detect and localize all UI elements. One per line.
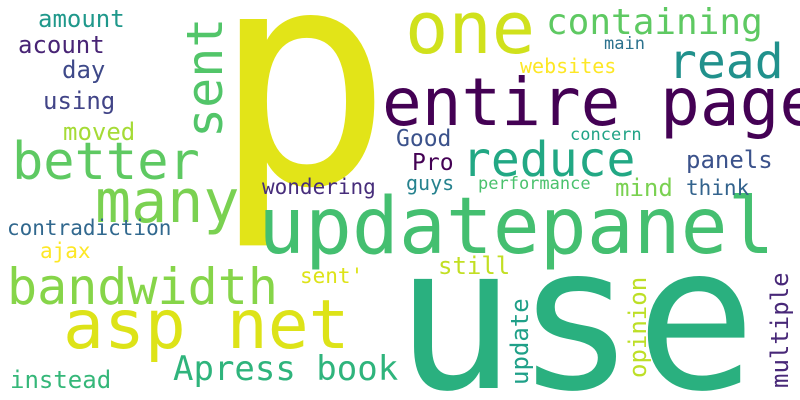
word-multiple: multiple [766,272,794,388]
word-wondering: wondering [262,175,376,199]
word-reduce: reduce [462,132,636,188]
word-containing: containing [546,2,763,43]
word-opinion: opinion [624,276,652,378]
word-think: think [686,176,750,200]
word-main: main [604,34,645,54]
word-performance: performance [478,174,591,194]
word-apress-book: Apress book [173,349,399,389]
word-one: one [405,0,536,70]
word-day: day [62,56,106,84]
word-contradiction: contradiction [7,216,172,240]
word-panels: panels [686,146,773,174]
word-mind: mind [615,174,673,202]
word-p: p [212,0,393,254]
word-update: update [506,298,534,385]
word-bandwidth: bandwidth [7,258,278,316]
word-still: still [438,252,511,280]
word-updatepanel: updatepanel [258,182,775,272]
word-many: many [95,167,240,237]
word-pro: Pro [412,150,454,176]
word-using: using [43,87,116,115]
word-good: Good [396,126,452,152]
word-acount: acount [18,31,105,59]
word-instead: instead [10,366,112,394]
word-better: better [12,132,200,192]
word-moved: moved [63,118,136,146]
word-entire-page: entire page [382,64,800,141]
word-sent: sent [176,17,234,138]
word-read: read [668,34,784,90]
word-amount: amount [38,5,125,33]
word-concern: concern [570,125,642,145]
word-ajax: ajax [40,239,91,263]
word-websites: websites [520,54,617,78]
word-use: use [395,203,757,400]
word-guys: guys [406,171,455,195]
word-sent-quote: sent' [300,264,364,288]
word-asp-net: asp net [63,286,350,365]
